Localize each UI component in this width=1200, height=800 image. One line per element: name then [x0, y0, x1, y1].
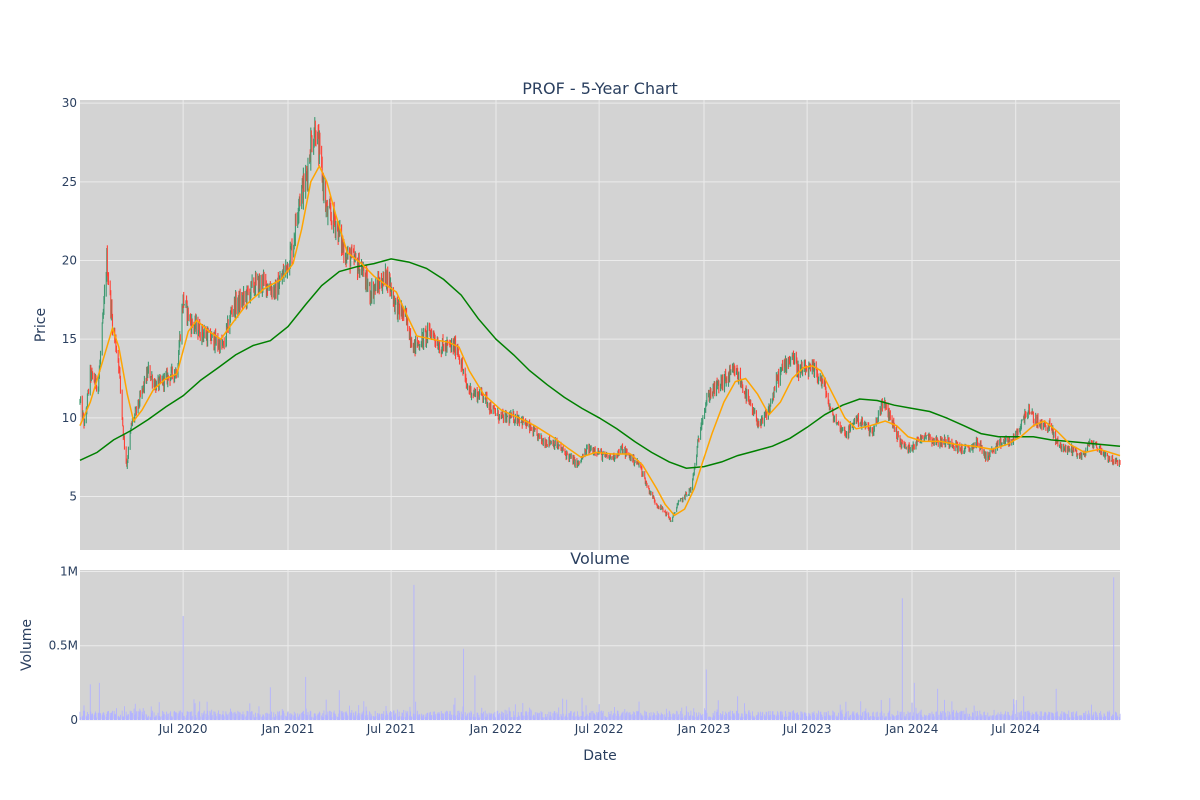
price-chart-title: PROF - 5-Year Chart — [522, 79, 678, 98]
price-y-axis-title: Price — [33, 308, 49, 342]
volume-bar-series — [79, 577, 1121, 720]
x-tick-labels: Jul 2020 Jan 2021 Jul 2021 Jan 2022 Jul 2022… — [158, 722, 1040, 736]
x-tick-label: Jul 2023 — [782, 722, 832, 736]
volume-y-tick-label: 1M — [60, 564, 78, 578]
x-tick-label: Jul 2020 — [158, 722, 208, 736]
volume-chart-title: Volume — [570, 549, 630, 568]
price-y-tick-label: 10 — [62, 411, 77, 425]
volume-y-tick-labels: 0 0.5M 1M — [49, 564, 78, 727]
price-y-tick-label: 5 — [69, 490, 77, 504]
x-tick-label: Jul 2021 — [366, 722, 416, 736]
volume-gridlines — [80, 570, 1120, 721]
x-tick-label: Jan 2021 — [261, 722, 315, 736]
x-tick-label: Jul 2024 — [990, 722, 1040, 736]
volume-y-axis-title: Volume — [19, 619, 35, 671]
x-tick-label: Jul 2022 — [574, 722, 624, 736]
long-moving-average-line — [79, 258, 1121, 469]
x-tick-label: Jan 2022 — [469, 722, 523, 736]
volume-y-tick-label: 0.5M — [49, 639, 78, 653]
price-plot-area — [80, 100, 1120, 550]
x-axis-title: Date — [583, 748, 616, 764]
price-y-tick-label: 15 — [62, 332, 77, 346]
volume-plot-area — [80, 570, 1120, 720]
price-y-tick-label: 20 — [62, 253, 77, 267]
price-gridlines — [80, 100, 1120, 550]
short-moving-average-line — [79, 164, 1121, 517]
price-y-tick-label: 30 — [62, 96, 77, 110]
x-tick-label: Jan 2023 — [677, 722, 731, 736]
price-y-tick-label: 25 — [62, 175, 77, 189]
price-y-tick-labels: 5 10 15 20 25 30 — [62, 96, 77, 503]
x-tick-label: Jan 2024 — [885, 722, 939, 736]
volume-y-tick-label: 0 — [70, 713, 78, 727]
